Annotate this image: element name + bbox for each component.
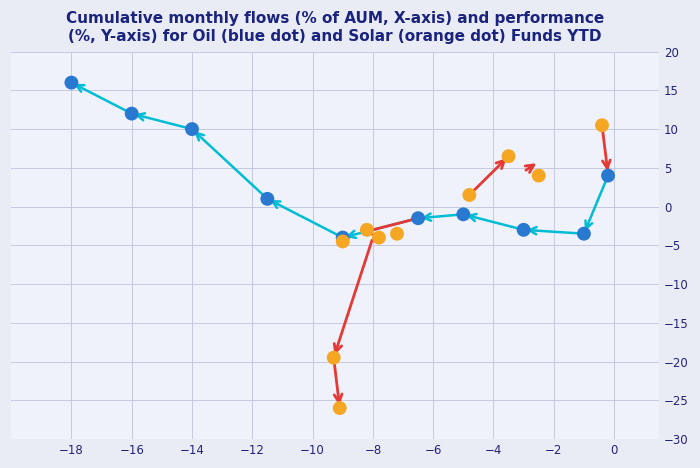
Point — [603, 172, 614, 179]
Point — [463, 191, 475, 199]
Point — [126, 110, 137, 117]
Point — [458, 211, 469, 218]
Title: Cumulative monthly flows (% of AUM, X-axis) and performance
(%, Y-axis) for Oil : Cumulative monthly flows (% of AUM, X-ax… — [66, 11, 604, 44]
Point — [337, 238, 349, 245]
Point — [361, 226, 372, 234]
Point — [391, 230, 402, 237]
Point — [262, 195, 273, 203]
Point — [596, 122, 608, 129]
Point — [412, 214, 423, 222]
Point — [373, 234, 384, 241]
Point — [66, 79, 77, 87]
Point — [578, 230, 589, 237]
Point — [533, 172, 545, 179]
Point — [337, 234, 349, 241]
Point — [186, 125, 197, 133]
Point — [334, 404, 345, 412]
Point — [518, 226, 529, 234]
Point — [328, 354, 339, 361]
Point — [503, 153, 514, 160]
